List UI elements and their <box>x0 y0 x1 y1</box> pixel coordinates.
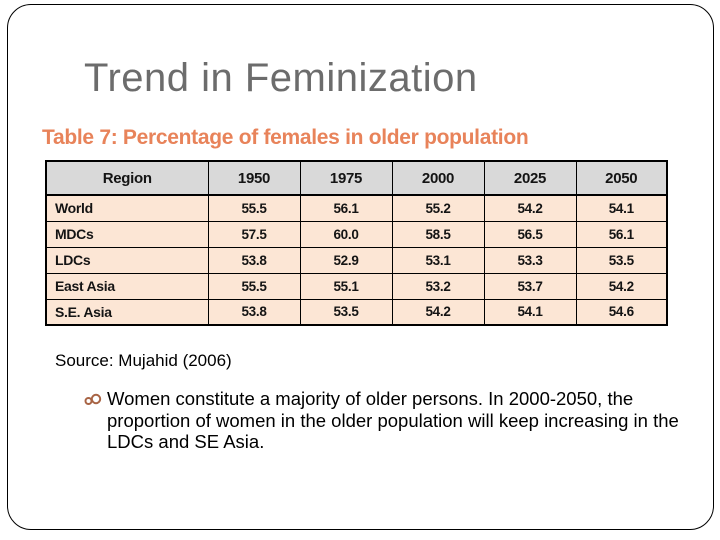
cell-value: 53.8 <box>207 298 301 326</box>
table-row-se-asia: S.E. Asia 53.8 53.5 54.2 54.1 54.6 <box>45 298 668 326</box>
cell-value: 60.0 <box>299 220 393 248</box>
cell-value: 54.2 <box>391 298 485 326</box>
row-label: LDCs <box>45 246 209 274</box>
cell-value: 55.5 <box>207 194 301 222</box>
cell-value: 58.5 <box>391 220 485 248</box>
cell-value: 54.1 <box>575 194 668 222</box>
table-header-row: Region 1950 1975 2000 2025 2050 <box>45 160 668 196</box>
females-percentage-table: Region 1950 1975 2000 2025 2050 World 55… <box>45 160 668 326</box>
row-label: East Asia <box>45 272 209 300</box>
cell-value: 52.9 <box>299 246 393 274</box>
cell-value: 53.8 <box>207 246 301 274</box>
row-label: World <box>45 194 209 222</box>
bullet-text: Women constitute a majority of older per… <box>107 388 679 452</box>
column-header-region: Region <box>45 160 209 196</box>
column-header-1975: 1975 <box>299 160 393 196</box>
cell-value: 55.1 <box>299 272 393 300</box>
cell-value: 53.5 <box>575 246 668 274</box>
table-row-world: World 55.5 56.1 55.2 54.2 54.1 <box>45 194 668 222</box>
cell-value: 56.1 <box>299 194 393 222</box>
row-label: S.E. Asia <box>45 298 209 326</box>
slide-title: Trend in Feminization <box>84 56 478 100</box>
cell-value: 55.2 <box>391 194 485 222</box>
cell-value: 53.1 <box>391 246 485 274</box>
column-header-2025: 2025 <box>483 160 577 196</box>
row-label: MDCs <box>45 220 209 248</box>
bullet-item: Women constitute a majority of older per… <box>84 388 684 453</box>
cell-value: 54.2 <box>575 272 668 300</box>
table-row-mdcs: MDCs 57.5 60.0 58.5 56.5 56.1 <box>45 220 668 248</box>
slide-border-frame <box>7 4 714 530</box>
cell-value: 53.7 <box>483 272 577 300</box>
cell-value: 55.5 <box>207 272 301 300</box>
cell-value: 53.2 <box>391 272 485 300</box>
table-row-east-asia: East Asia 55.5 55.1 53.2 53.7 54.2 <box>45 272 668 300</box>
source-citation: Source: Mujahid (2006) <box>55 351 232 370</box>
cell-value: 53.3 <box>483 246 577 274</box>
table-row-ldcs: LDCs 53.8 52.9 53.1 53.3 53.5 <box>45 246 668 274</box>
column-header-1950: 1950 <box>207 160 301 196</box>
cell-value: 54.2 <box>483 194 577 222</box>
column-header-2050: 2050 <box>575 160 668 196</box>
cell-value: 54.1 <box>483 298 577 326</box>
cell-value: 54.6 <box>575 298 668 326</box>
cell-value: 57.5 <box>207 220 301 248</box>
double-ring-bullet-icon <box>84 393 102 411</box>
table-caption: Table 7: Percentage of females in older … <box>42 126 529 149</box>
cell-value: 56.5 <box>483 220 577 248</box>
cell-value: 53.5 <box>299 298 393 326</box>
cell-value: 56.1 <box>575 220 668 248</box>
column-header-2000: 2000 <box>391 160 485 196</box>
